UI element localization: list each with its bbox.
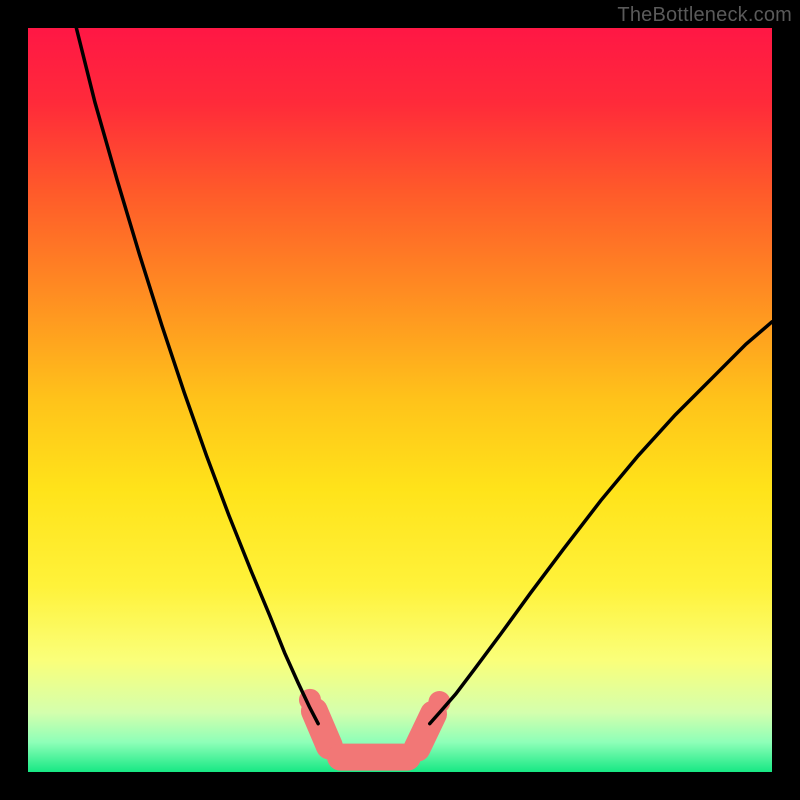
gradient-background	[28, 28, 772, 772]
chart-container: TheBottleneck.com	[0, 0, 800, 800]
plot-area	[28, 28, 772, 772]
watermark-text: TheBottleneck.com	[617, 4, 792, 27]
valley-segment	[417, 714, 433, 748]
valley-segment	[314, 711, 329, 746]
chart-svg	[28, 28, 772, 772]
